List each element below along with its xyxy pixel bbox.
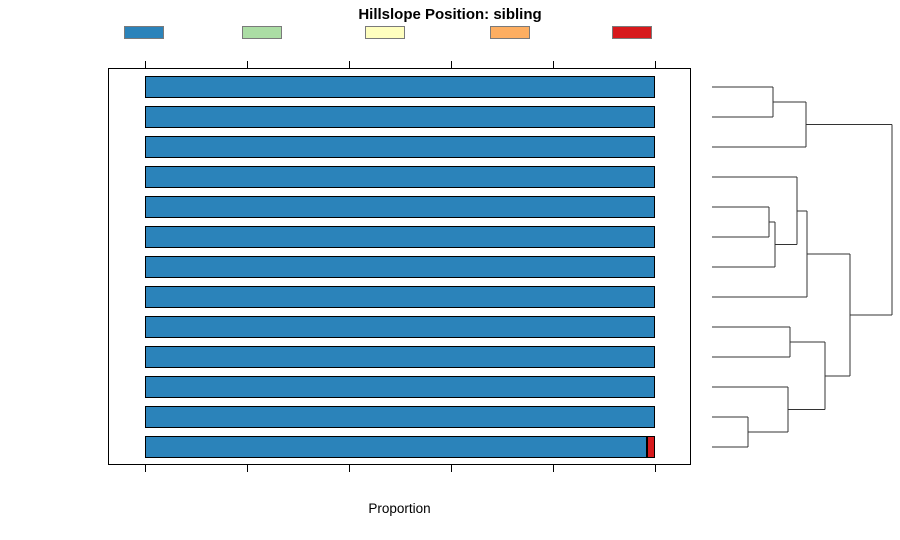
bar-segment-toeslope: [145, 76, 655, 98]
x-axis-label: Proportion: [368, 501, 431, 516]
x-tick: [247, 465, 248, 472]
legend-swatch-icon: [242, 26, 282, 39]
bar-segment-toeslope: [145, 226, 655, 248]
row-bar: [145, 406, 655, 428]
legend-item: [478, 26, 530, 39]
legend-swatch-icon: [365, 26, 405, 39]
row-bar: [145, 286, 655, 308]
x-top-tick: [247, 61, 248, 68]
bar-segment-toeslope: [145, 106, 655, 128]
legend-item: [112, 26, 164, 39]
row-bar: [145, 136, 655, 158]
row-bar: [145, 436, 655, 458]
x-tick: [451, 465, 452, 472]
bar-segment-toeslope: [145, 346, 655, 368]
legend-swatch-icon: [490, 26, 530, 39]
row-bar: [145, 346, 655, 368]
row-bar: [145, 256, 655, 278]
x-top-tick: [553, 61, 554, 68]
bar-segment-toeslope: [145, 196, 655, 218]
legend-swatch-icon: [612, 26, 652, 39]
bar-segment-toeslope: [145, 166, 655, 188]
row-bar: [145, 76, 655, 98]
x-tick: [145, 465, 146, 472]
row-bar: [145, 196, 655, 218]
legend-swatch-icon: [124, 26, 164, 39]
row-bar: [145, 226, 655, 248]
row-bar: [145, 106, 655, 128]
bar-segment-toeslope: [145, 436, 647, 458]
legend-item: [230, 26, 282, 39]
x-top-tick: [349, 61, 350, 68]
bar-segment-toeslope: [145, 316, 655, 338]
x-top-tick: [145, 61, 146, 68]
bar-segment-summit: [646, 436, 655, 458]
bar-segment-toeslope: [145, 406, 655, 428]
x-top-tick: [655, 61, 656, 68]
bar-segment-toeslope: [145, 256, 655, 278]
x-top-tick: [451, 61, 452, 68]
bar-segment-toeslope: [145, 136, 655, 158]
legend: [0, 26, 900, 42]
bar-segment-toeslope: [145, 286, 655, 308]
x-tick: [553, 465, 554, 472]
x-tick: [349, 465, 350, 472]
chart-title: Hillslope Position: sibling: [358, 6, 542, 23]
legend-item: [353, 26, 405, 39]
bar-segment-toeslope: [145, 376, 655, 398]
x-tick: [655, 465, 656, 472]
row-bar: [145, 316, 655, 338]
plot-area: [108, 68, 691, 465]
row-bar: [145, 376, 655, 398]
legend-item: [600, 26, 652, 39]
row-bar: [145, 166, 655, 188]
